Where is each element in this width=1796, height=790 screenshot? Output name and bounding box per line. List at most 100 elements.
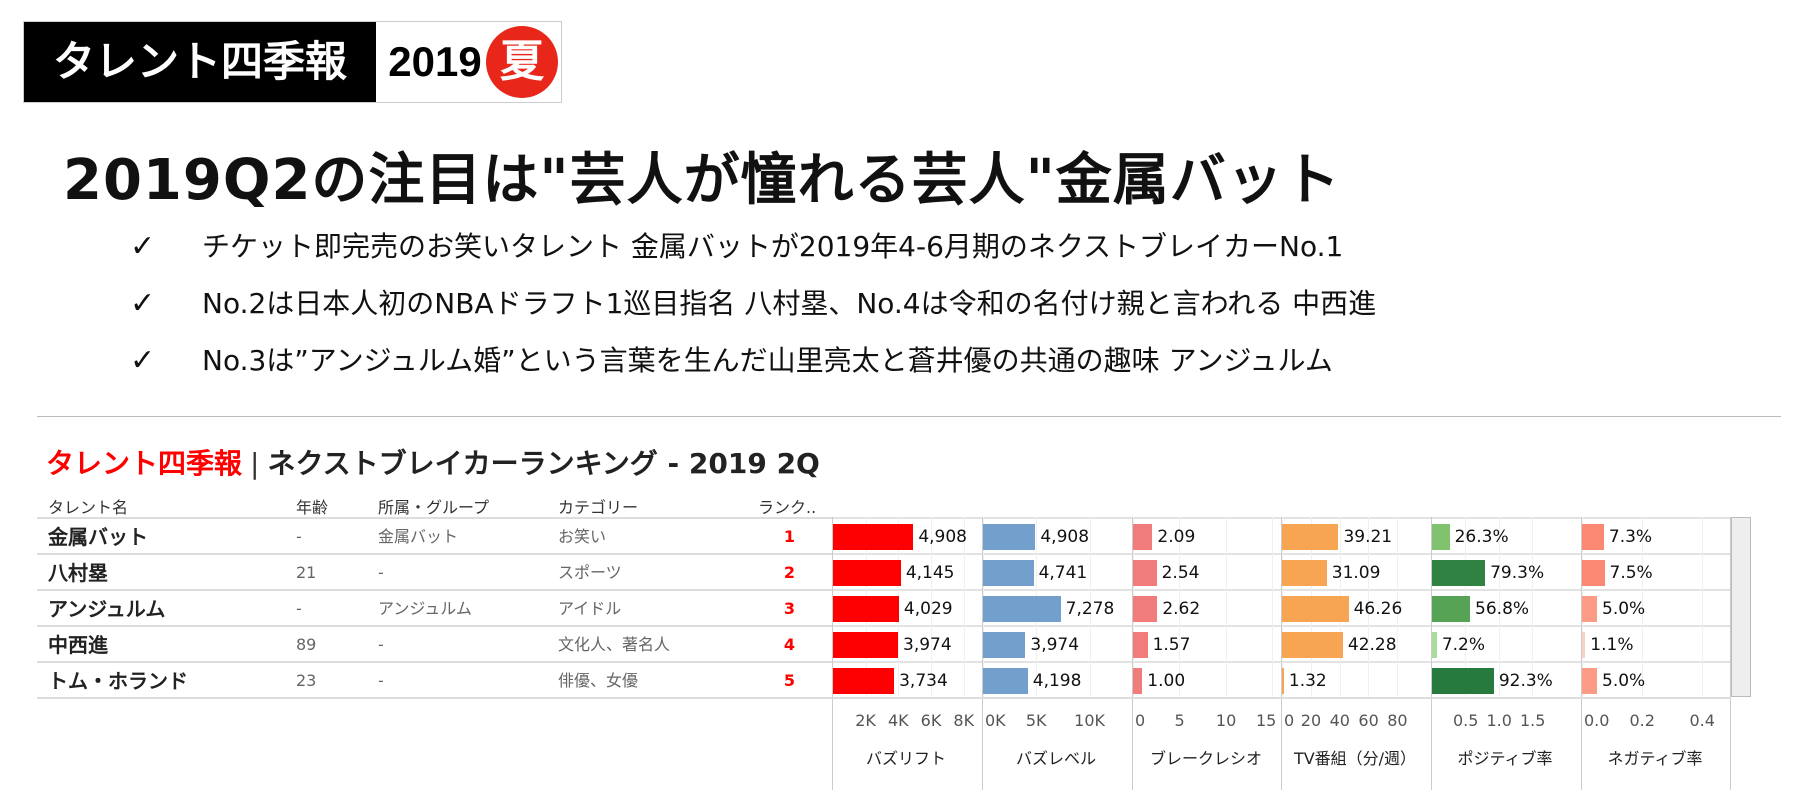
bar-value-label: 1.00 (1147, 671, 1186, 691)
axis-tick-label: 20 (1300, 711, 1322, 730)
bar[interactable] (1582, 632, 1586, 658)
gridline (898, 517, 900, 697)
axis-tick-label: 6K (920, 711, 942, 730)
bar-value-label: 7.2% (1441, 635, 1486, 655)
rank-cell: 1 (783, 527, 796, 546)
dashboard-title-main: ネクストブレイカーランキング - 2019 2Q (267, 447, 820, 480)
category-cell: 俳優、女優 (558, 671, 639, 690)
header-group[interactable]: 所属・グループ (378, 498, 490, 517)
bar[interactable] (1432, 524, 1450, 550)
header-rank[interactable]: ランク.. (758, 498, 817, 517)
panel-separator (1581, 517, 1582, 790)
header-age[interactable]: 年齢 (296, 498, 329, 517)
header-name[interactable]: タレント名 (48, 498, 129, 517)
category-cell: お笑い (558, 527, 607, 546)
panel-separator (982, 517, 983, 790)
headline: 2019Q2の注目は"芸人が憧れる芸人"金属バット (63, 148, 1341, 213)
axis-tick-label: 60 (1358, 711, 1379, 730)
bar[interactable] (1133, 596, 1158, 622)
gridline (1179, 517, 1181, 697)
bullet-text: No.2は日本人初のNBAドラフト1巡目指名 八村塁、No.4は令和の名付け親と… (202, 287, 1377, 320)
bar-value-label: 4,741 (1038, 563, 1088, 583)
bar[interactable] (1432, 632, 1437, 658)
bar[interactable] (1432, 596, 1471, 622)
bar-value-label: 56.8% (1475, 599, 1530, 619)
axis-tick-label: 0.5 (1452, 711, 1479, 730)
panel-separator (1132, 517, 1133, 790)
bar-value-label: 7.5% (1609, 563, 1653, 583)
bar[interactable] (1282, 632, 1343, 658)
category-cell: アイドル (558, 599, 622, 618)
group-cell: アンジュルム (378, 599, 472, 618)
bar-value-label: 1.32 (1288, 671, 1327, 691)
bar[interactable] (1133, 668, 1143, 694)
panel-axis-title: TV番組（分/週） (1293, 749, 1417, 768)
bar[interactable] (1282, 524, 1339, 550)
table-row[interactable]: 金属バット - 金属バット お笑い 1 (37, 517, 832, 555)
title-separator: | (250, 447, 260, 480)
bar[interactable] (1282, 560, 1327, 586)
bar[interactable] (983, 524, 1036, 550)
bar[interactable] (1282, 596, 1349, 622)
bar[interactable] (1133, 524, 1153, 550)
axis-tick-label: 0 (1135, 711, 1146, 730)
panel-axis-title: ブレークレシオ (1149, 749, 1262, 768)
bar[interactable] (1432, 560, 1486, 586)
bar[interactable] (1582, 668, 1597, 694)
bar[interactable] (833, 668, 895, 694)
bar[interactable] (1133, 632, 1148, 658)
axis-tick-label: 4K (887, 711, 909, 730)
panel-separator (1281, 517, 1282, 790)
bar[interactable] (833, 560, 901, 586)
panel-separator (832, 517, 833, 790)
bar-value-label: 3,974 (903, 635, 952, 655)
axis-tick-label: 80 (1387, 711, 1408, 730)
bar[interactable] (1133, 560, 1157, 586)
bar[interactable] (983, 632, 1026, 658)
bar-value-label: 92.3% (1498, 671, 1553, 691)
panel-axis-title: ネガティブ率 (1607, 749, 1703, 768)
bar[interactable] (1582, 560, 1605, 586)
panel-separator (1730, 517, 1731, 790)
bar[interactable] (1432, 668, 1494, 694)
bar-value-label: 46.26 (1353, 599, 1403, 619)
table-row[interactable]: 中西進 89 - 文化人、著名人 4 (37, 625, 832, 663)
logo-name: タレント四季報 (24, 22, 376, 102)
bar[interactable] (1582, 596, 1597, 622)
axis-tick-label: 0K (985, 711, 1006, 730)
gridline (1532, 517, 1534, 697)
bar[interactable] (833, 596, 899, 622)
bar[interactable] (983, 668, 1028, 694)
axis-tick-label: 40 (1329, 711, 1350, 730)
scrollbar[interactable] (1731, 517, 1751, 697)
logo: タレント四季報 2019 夏 (23, 21, 562, 103)
table-row[interactable]: 八村塁 21 - スポーツ 2 (37, 553, 832, 591)
bar-value-label: 4,908 (1040, 527, 1090, 547)
gridline (1272, 517, 1274, 697)
header-category[interactable]: カテゴリー (558, 498, 639, 517)
bar[interactable] (1282, 668, 1284, 694)
axis-tick-label: 8K (953, 711, 975, 730)
bar[interactable] (983, 596, 1061, 622)
bar[interactable] (1582, 524, 1604, 550)
axis-tick-label: 0 (1284, 711, 1295, 730)
bullet-3: ✓ No.3は”アンジュルム婚”という言葉を生んだ山里亮太と蒼井優の共通の趣味 ア… (130, 339, 1333, 379)
bar-value-label: 39.21 (1343, 527, 1393, 547)
axis-tick-label: 0.2 (1629, 711, 1655, 730)
rank-cell: 4 (783, 635, 796, 654)
bar[interactable] (983, 560, 1034, 586)
age-cell: - (296, 599, 302, 618)
gridline (1089, 517, 1091, 697)
bar-value-label: 7.3% (1608, 527, 1653, 547)
axis-tick-label: 15 (1256, 711, 1277, 730)
axis-tick-label: 1.0 (1486, 711, 1512, 730)
bar[interactable] (833, 632, 899, 658)
axis-tick-label: 0.4 (1689, 711, 1715, 730)
table-bottom-border (37, 697, 1731, 699)
bar[interactable] (833, 524, 914, 550)
table-row[interactable]: トム・ホランド 23 - 俳優、女優 5 (37, 661, 832, 699)
bar-value-label: 4,198 (1032, 671, 1082, 691)
table-row[interactable]: アンジュルム - アンジュルム アイドル 3 (37, 589, 832, 627)
divider (37, 416, 1781, 417)
dashboard-brand: タレント四季報 (46, 447, 243, 480)
